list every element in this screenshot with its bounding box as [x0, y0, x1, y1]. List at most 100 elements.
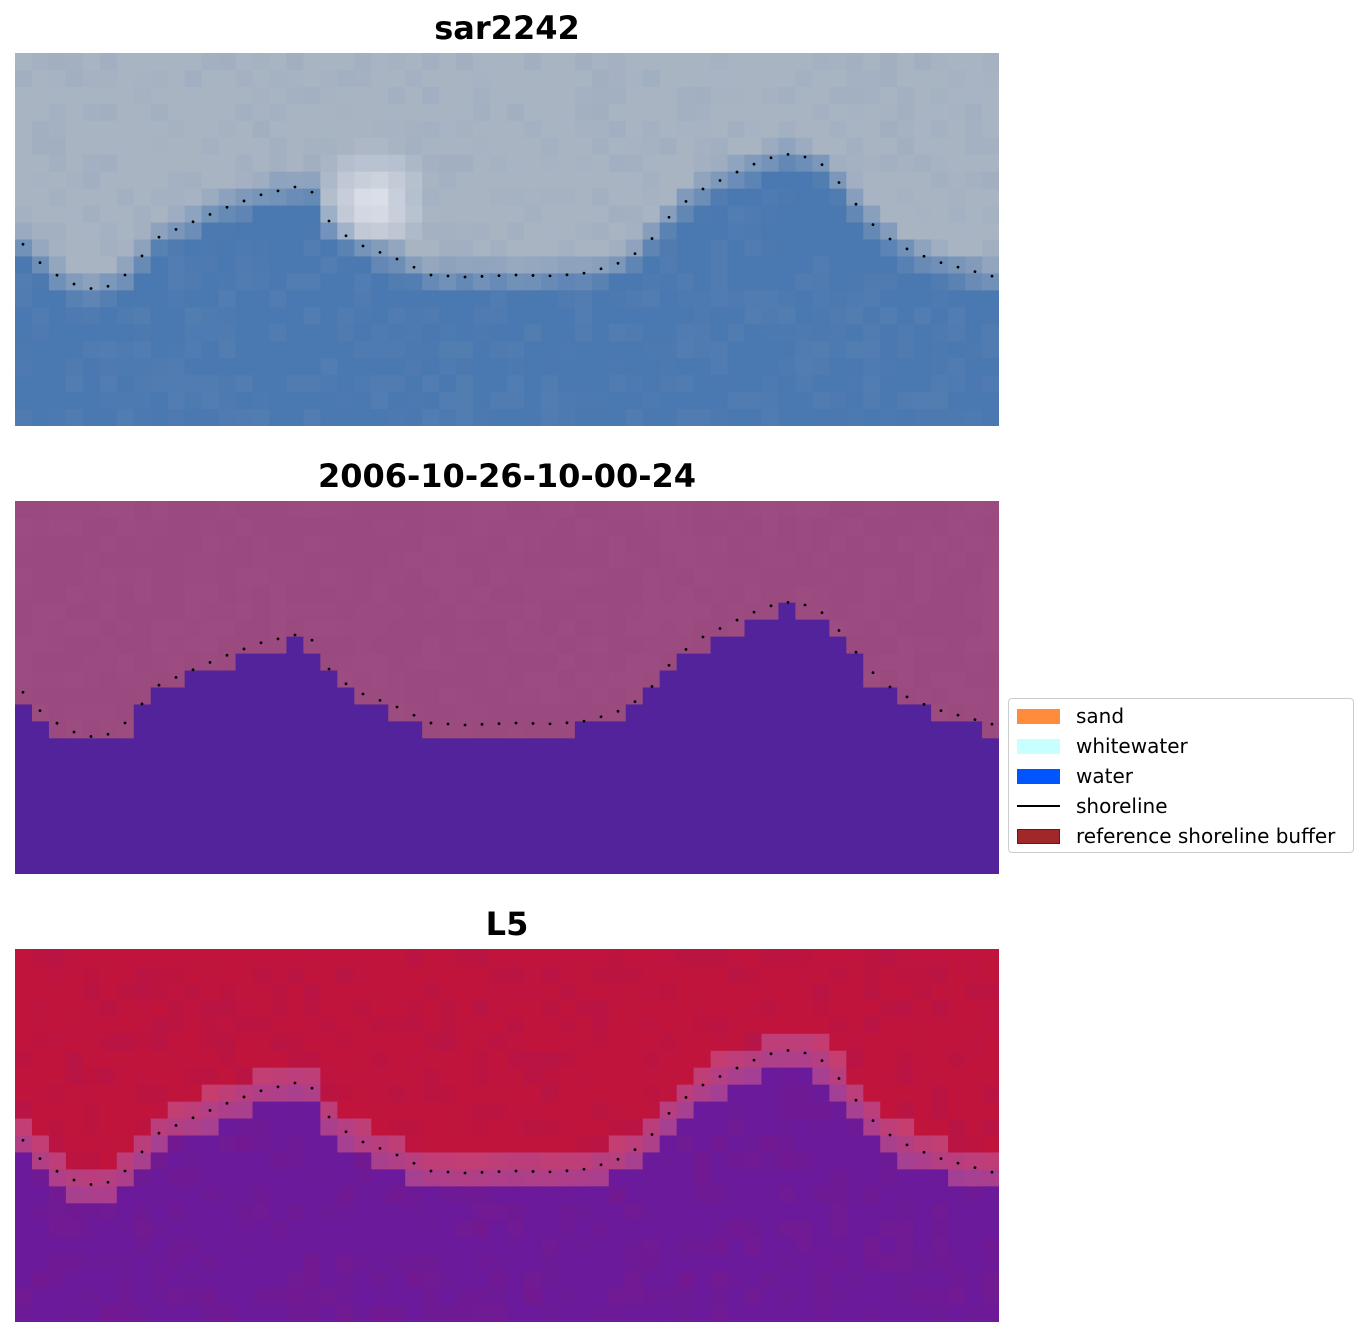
image-pixel — [710, 409, 729, 426]
image-pixel — [473, 188, 491, 207]
image-pixel — [778, 1271, 797, 1289]
image-pixel — [65, 840, 84, 858]
image-pixel — [540, 949, 559, 967]
image-pixel — [761, 1237, 780, 1255]
image-pixel — [116, 222, 135, 241]
image-pixel — [371, 772, 389, 790]
image-pixel — [320, 120, 338, 139]
image-pixel — [744, 188, 763, 207]
image-pixel — [710, 188, 729, 207]
image-pixel — [371, 949, 389, 967]
image-pixel — [439, 1169, 457, 1187]
image-pixel — [15, 69, 33, 88]
image-pixel — [676, 551, 695, 570]
image-pixel — [863, 840, 881, 858]
image-pixel — [201, 619, 220, 638]
image-pixel — [795, 392, 813, 410]
image-pixel — [167, 1237, 186, 1255]
image-pixel — [235, 857, 254, 874]
image-pixel — [218, 392, 237, 410]
image-pixel — [931, 1169, 949, 1187]
image-pixel — [48, 602, 67, 621]
image-pixel — [65, 534, 84, 553]
image-pixel — [693, 755, 712, 773]
image-pixel — [608, 307, 627, 325]
image-pixel — [388, 171, 406, 190]
image-pixel — [812, 375, 830, 393]
image-pixel — [897, 806, 915, 824]
image-pixel — [133, 949, 152, 967]
image-pixel — [490, 789, 508, 807]
image-pixel — [354, 239, 372, 258]
image-pixel — [846, 857, 864, 874]
image-pixel — [354, 585, 372, 604]
image-pixel — [897, 1220, 915, 1238]
image-pixel — [354, 1288, 372, 1306]
image-pixel — [269, 789, 288, 807]
image-pixel — [574, 585, 593, 604]
image-pixel — [540, 789, 559, 807]
classified-image-panel — [15, 501, 999, 874]
image-pixel — [710, 857, 729, 874]
image-pixel — [456, 619, 474, 638]
image-pixel — [829, 721, 847, 739]
image-pixel — [99, 103, 118, 122]
image-pixel — [167, 120, 186, 139]
image-pixel — [252, 636, 271, 655]
image-pixel — [133, 585, 152, 604]
image-pixel — [150, 687, 169, 706]
image-pixel — [897, 290, 915, 308]
image-pixel — [761, 307, 780, 325]
image-pixel — [540, 1237, 559, 1255]
image-pixel — [99, 86, 118, 105]
image-pixel — [812, 307, 830, 325]
image-pixel — [218, 1169, 237, 1187]
image-pixel — [761, 965, 780, 984]
image-pixel — [31, 982, 50, 1001]
image-pixel — [201, 738, 220, 756]
image-pixel — [235, 256, 254, 275]
image-pixel — [235, 222, 254, 241]
image-pixel — [371, 1050, 389, 1069]
image-pixel — [557, 239, 576, 258]
image-pixel — [371, 636, 389, 655]
image-pixel — [65, 1271, 84, 1289]
image-pixel — [65, 1305, 84, 1322]
image-pixel — [948, 602, 966, 621]
image-pixel — [557, 1050, 576, 1069]
image-pixel — [795, 772, 813, 790]
image-pixel — [778, 534, 797, 553]
image-pixel — [303, 949, 321, 967]
image-pixel — [116, 120, 135, 139]
image-pixel — [829, 1305, 847, 1322]
image-pixel — [608, 602, 627, 621]
image-pixel — [625, 687, 644, 706]
image-pixel — [167, 1220, 186, 1238]
image-pixel — [574, 1254, 593, 1272]
image-pixel — [846, 965, 864, 984]
image-pixel — [269, 409, 288, 426]
image-pixel — [880, 501, 898, 519]
image-pixel — [795, 205, 813, 224]
image-pixel — [727, 840, 746, 858]
image-pixel — [286, 755, 305, 773]
image-pixel — [116, 1101, 135, 1120]
image-pixel — [727, 1305, 746, 1322]
image-pixel — [235, 1237, 254, 1255]
image-pixel — [65, 86, 84, 105]
image-pixel — [812, 789, 830, 807]
image-pixel — [948, 687, 966, 706]
image-pixel — [642, 1254, 661, 1272]
image-pixel — [218, 721, 237, 739]
shoreline-point — [38, 1157, 42, 1160]
image-pixel — [557, 602, 576, 621]
image-pixel — [557, 1186, 576, 1204]
image-pixel — [659, 222, 678, 241]
image-pixel — [863, 137, 881, 156]
image-pixel — [591, 965, 610, 984]
image-pixel — [354, 375, 372, 393]
image-pixel — [948, 358, 966, 376]
image-pixel — [116, 965, 135, 984]
image-pixel — [880, 1135, 898, 1154]
image-pixel — [744, 1135, 763, 1154]
